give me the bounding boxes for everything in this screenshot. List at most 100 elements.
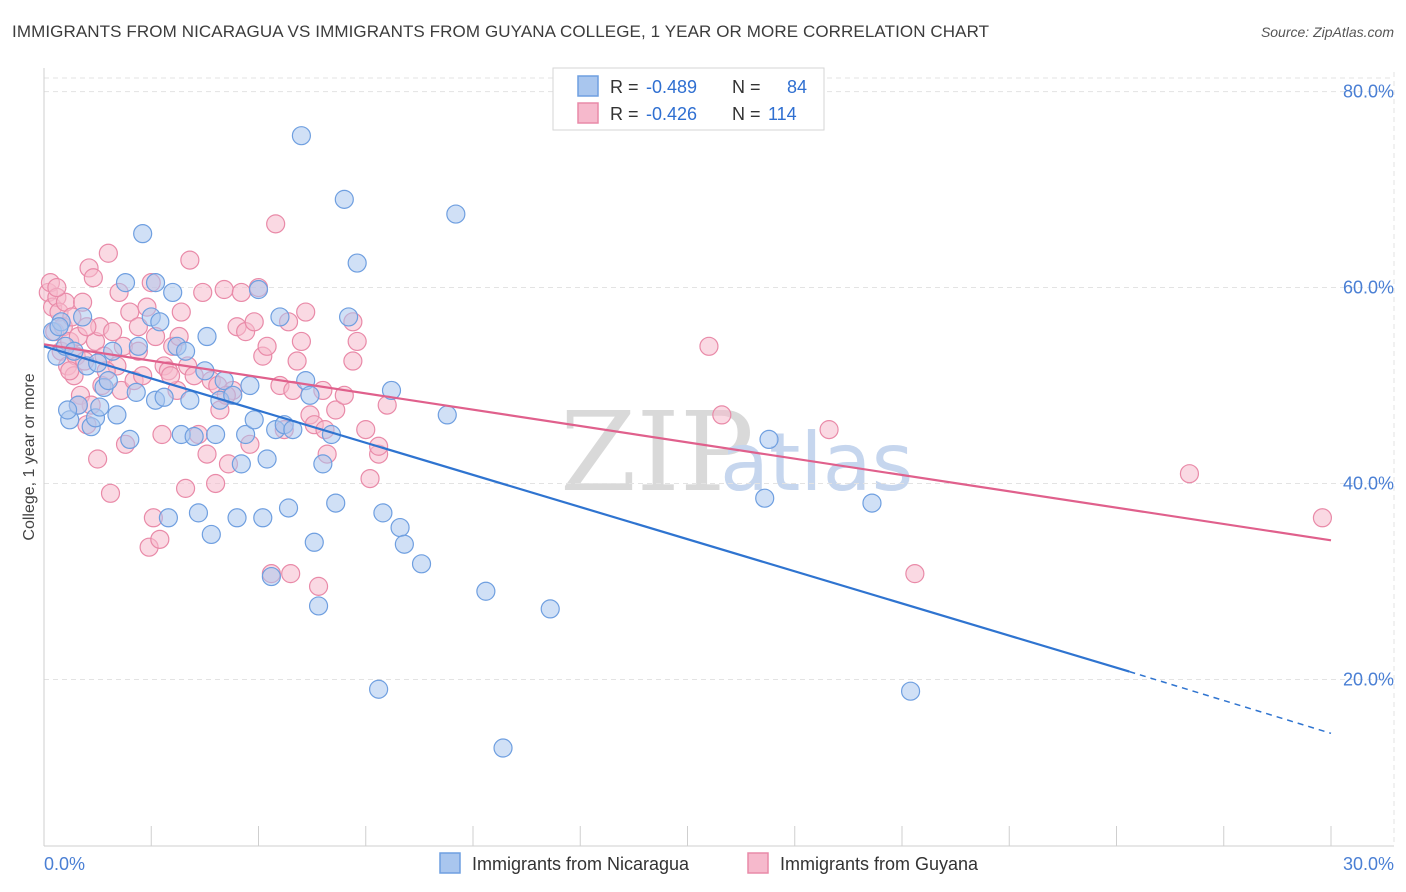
data-point-nicaragua [231,454,251,474]
data-point-nicaragua [150,312,170,332]
data-point-nicaragua [446,204,466,224]
data-point-guyana [281,564,301,584]
bottom-legend-swatch-nicaragua [439,852,461,874]
data-point-guyana [308,576,329,596]
trendline-nicaragua [43,345,1130,673]
data-point-nicaragua [373,503,393,523]
data-point-nicaragua [369,679,389,699]
data-point-nicaragua [103,341,123,361]
trendline-guyana [43,343,1332,542]
data-point-guyana [100,483,121,503]
data-point-nicaragua [163,282,183,303]
data-point-guyana [197,444,217,464]
data-point-guyana [175,478,196,498]
data-point-guyana [343,351,363,371]
data-point-nicaragua [197,326,217,347]
data-point-nicaragua [175,341,196,361]
data-point-nicaragua [257,449,277,469]
data-point-nicaragua [184,426,204,447]
data-point-nicaragua [759,429,779,450]
data-point-nicaragua [313,454,333,474]
data-point-guyana [83,268,103,288]
series-nicaragua-points [42,126,921,758]
data-point-guyana [356,420,376,440]
y-tick-label: 20.0% [1343,669,1394,689]
data-point-guyana [257,336,277,356]
data-point-nicaragua [334,189,354,209]
data-point-nicaragua [90,397,110,417]
data-point-guyana [214,279,234,300]
data-point-guyana [152,424,172,445]
data-point-nicaragua [236,424,256,445]
data-point-guyana [266,214,286,234]
data-point-guyana [103,322,123,342]
data-point-guyana [231,282,251,303]
data-point-guyana [291,331,311,352]
correlation-legend: R = -0.489 N = 84 R = -0.426 N = 114 [552,67,825,131]
data-point-guyana [905,564,925,584]
axes [43,68,1394,847]
data-point-guyana [1179,464,1200,484]
chart-title: IMMIGRANTS FROM NICARAGUA VS IMMIGRANTS … [12,22,990,41]
data-point-nicaragua [223,385,243,405]
data-point-guyana [180,250,200,270]
data-point-nicaragua [227,508,247,528]
data-point-guyana [98,243,118,263]
data-point-nicaragua [240,375,260,396]
data-point-nicaragua [291,126,311,146]
y-tick-label: 60.0% [1343,278,1394,298]
data-point-nicaragua [270,307,290,327]
data-point-nicaragua [381,380,402,401]
data-point-guyana [244,312,264,332]
data-point-nicaragua [900,681,921,701]
data-point-nicaragua [278,498,299,518]
data-point-nicaragua [411,554,432,574]
legend-n-value-2: 114 [768,104,797,124]
data-point-guyana [296,302,316,322]
data-point-guyana [287,351,307,371]
data-point-guyana [47,277,67,298]
legend-r-label-2: R = [610,104,639,124]
data-point-nicaragua [158,508,179,528]
bottom-legend-swatch-guyana [747,852,769,874]
data-point-guyana [171,302,191,322]
trendline-nicaragua-extension [1129,670,1332,735]
data-point-nicaragua [133,224,153,244]
data-point-nicaragua [437,405,457,425]
data-point-nicaragua [326,493,346,513]
data-point-nicaragua [128,336,148,356]
data-point-nicaragua [107,405,127,425]
data-point-nicaragua [540,599,560,619]
data-point-guyana [326,400,346,420]
data-point-nicaragua [862,493,882,513]
data-point-nicaragua [248,279,269,300]
data-point-guyana [712,405,732,425]
y-axis-tick-labels: 20.0% 40.0% 60.0% 80.0% [1343,82,1394,690]
data-point-nicaragua [115,273,136,293]
data-point-nicaragua [253,508,273,528]
data-point-guyana [88,449,108,469]
data-point-nicaragua [338,307,359,327]
legend-r-label-1: R = [610,77,639,97]
data-point-nicaragua [390,517,410,538]
y-tick-label: 80.0% [1343,82,1394,102]
y-axis-title: College, 1 year or more [21,373,38,540]
data-point-nicaragua [394,534,414,554]
data-point-nicaragua [300,385,320,405]
data-point-nicaragua [145,273,166,293]
trend-lines [43,343,1332,735]
legend-n-label-1: N = [732,77,761,97]
legend-n-value-1: 84 [787,77,807,97]
data-point-nicaragua [57,400,78,420]
data-point-nicaragua [154,387,174,407]
data-point-nicaragua [493,738,513,758]
data-point-nicaragua [308,596,329,616]
data-point-guyana [819,420,839,440]
legend-n-label-2: N = [732,104,761,124]
data-point-guyana [193,282,213,303]
data-point-guyana [60,361,80,381]
data-point-nicaragua [755,488,775,508]
data-point-nicaragua [188,503,209,523]
x-tick-label-max: 30.0% [1343,854,1394,874]
x-axis-ticks [150,826,1332,846]
